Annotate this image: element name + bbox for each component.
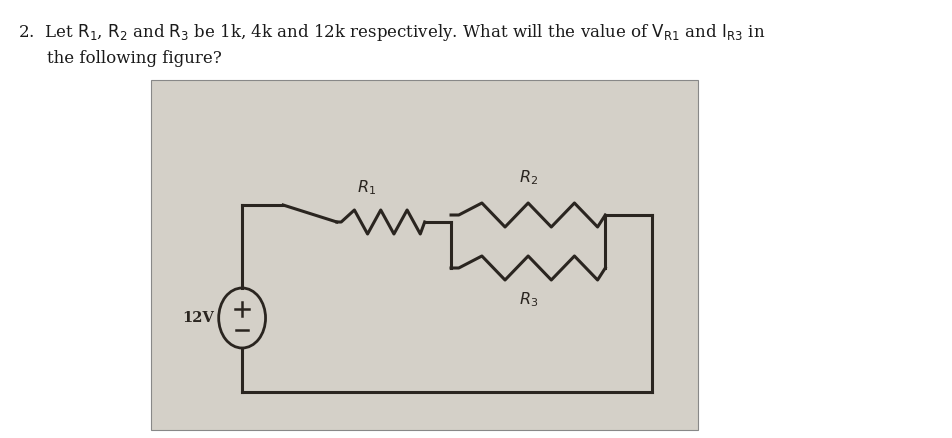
Text: the following figure?: the following figure? bbox=[47, 50, 222, 67]
Text: 12V: 12V bbox=[182, 311, 213, 325]
Text: $R_2$: $R_2$ bbox=[518, 168, 537, 187]
Text: 2.  Let $\mathrm{R_1}$, $\mathrm{R_2}$ and $\mathrm{R_3}$ be 1k, 4k and 12k resp: 2. Let $\mathrm{R_1}$, $\mathrm{R_2}$ an… bbox=[17, 22, 764, 43]
Text: $R_3$: $R_3$ bbox=[518, 290, 537, 309]
Bar bbox=[151, 80, 697, 430]
Text: $R_1$: $R_1$ bbox=[356, 178, 375, 197]
